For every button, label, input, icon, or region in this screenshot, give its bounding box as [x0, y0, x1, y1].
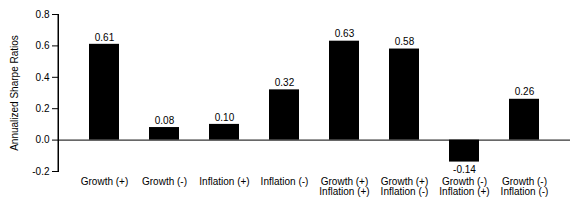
svg-text:0.6: 0.6: [36, 40, 50, 51]
svg-text:0.10: 0.10: [215, 112, 235, 123]
svg-text:-0.2: -0.2: [32, 166, 50, 177]
svg-text:0.63: 0.63: [335, 28, 355, 39]
svg-text:Growth (-): Growth (-): [142, 176, 187, 187]
svg-text:Inflation (+): Inflation (+): [199, 176, 249, 187]
svg-text:0.8: 0.8: [36, 9, 50, 20]
svg-text:0.32: 0.32: [275, 77, 295, 88]
svg-text:0.58: 0.58: [395, 36, 415, 47]
svg-text:Growth (+)Inflation (+): Growth (+)Inflation (+): [319, 176, 369, 197]
svg-text:Annualized Sharpe Ratios: Annualized Sharpe Ratios: [9, 35, 20, 151]
svg-text:Growth (+)Inflation (-): Growth (+)Inflation (-): [381, 176, 429, 197]
svg-text:0.0: 0.0: [36, 134, 50, 145]
svg-text:0.4: 0.4: [36, 72, 50, 83]
svg-text:Growth (-)Inflation (-): Growth (-)Inflation (-): [501, 176, 549, 197]
svg-text:0.08: 0.08: [155, 115, 175, 126]
svg-text:0.61: 0.61: [95, 32, 115, 43]
svg-text:Growth (+): Growth (+): [81, 176, 129, 187]
svg-text:Inflation (-): Inflation (-): [261, 176, 309, 187]
svg-text:-0.14: -0.14: [453, 164, 476, 175]
svg-text:Growth (-)Inflation (+): Growth (-)Inflation (+): [439, 176, 489, 197]
svg-text:0.2: 0.2: [36, 103, 50, 114]
svg-text:0.26: 0.26: [515, 86, 535, 97]
